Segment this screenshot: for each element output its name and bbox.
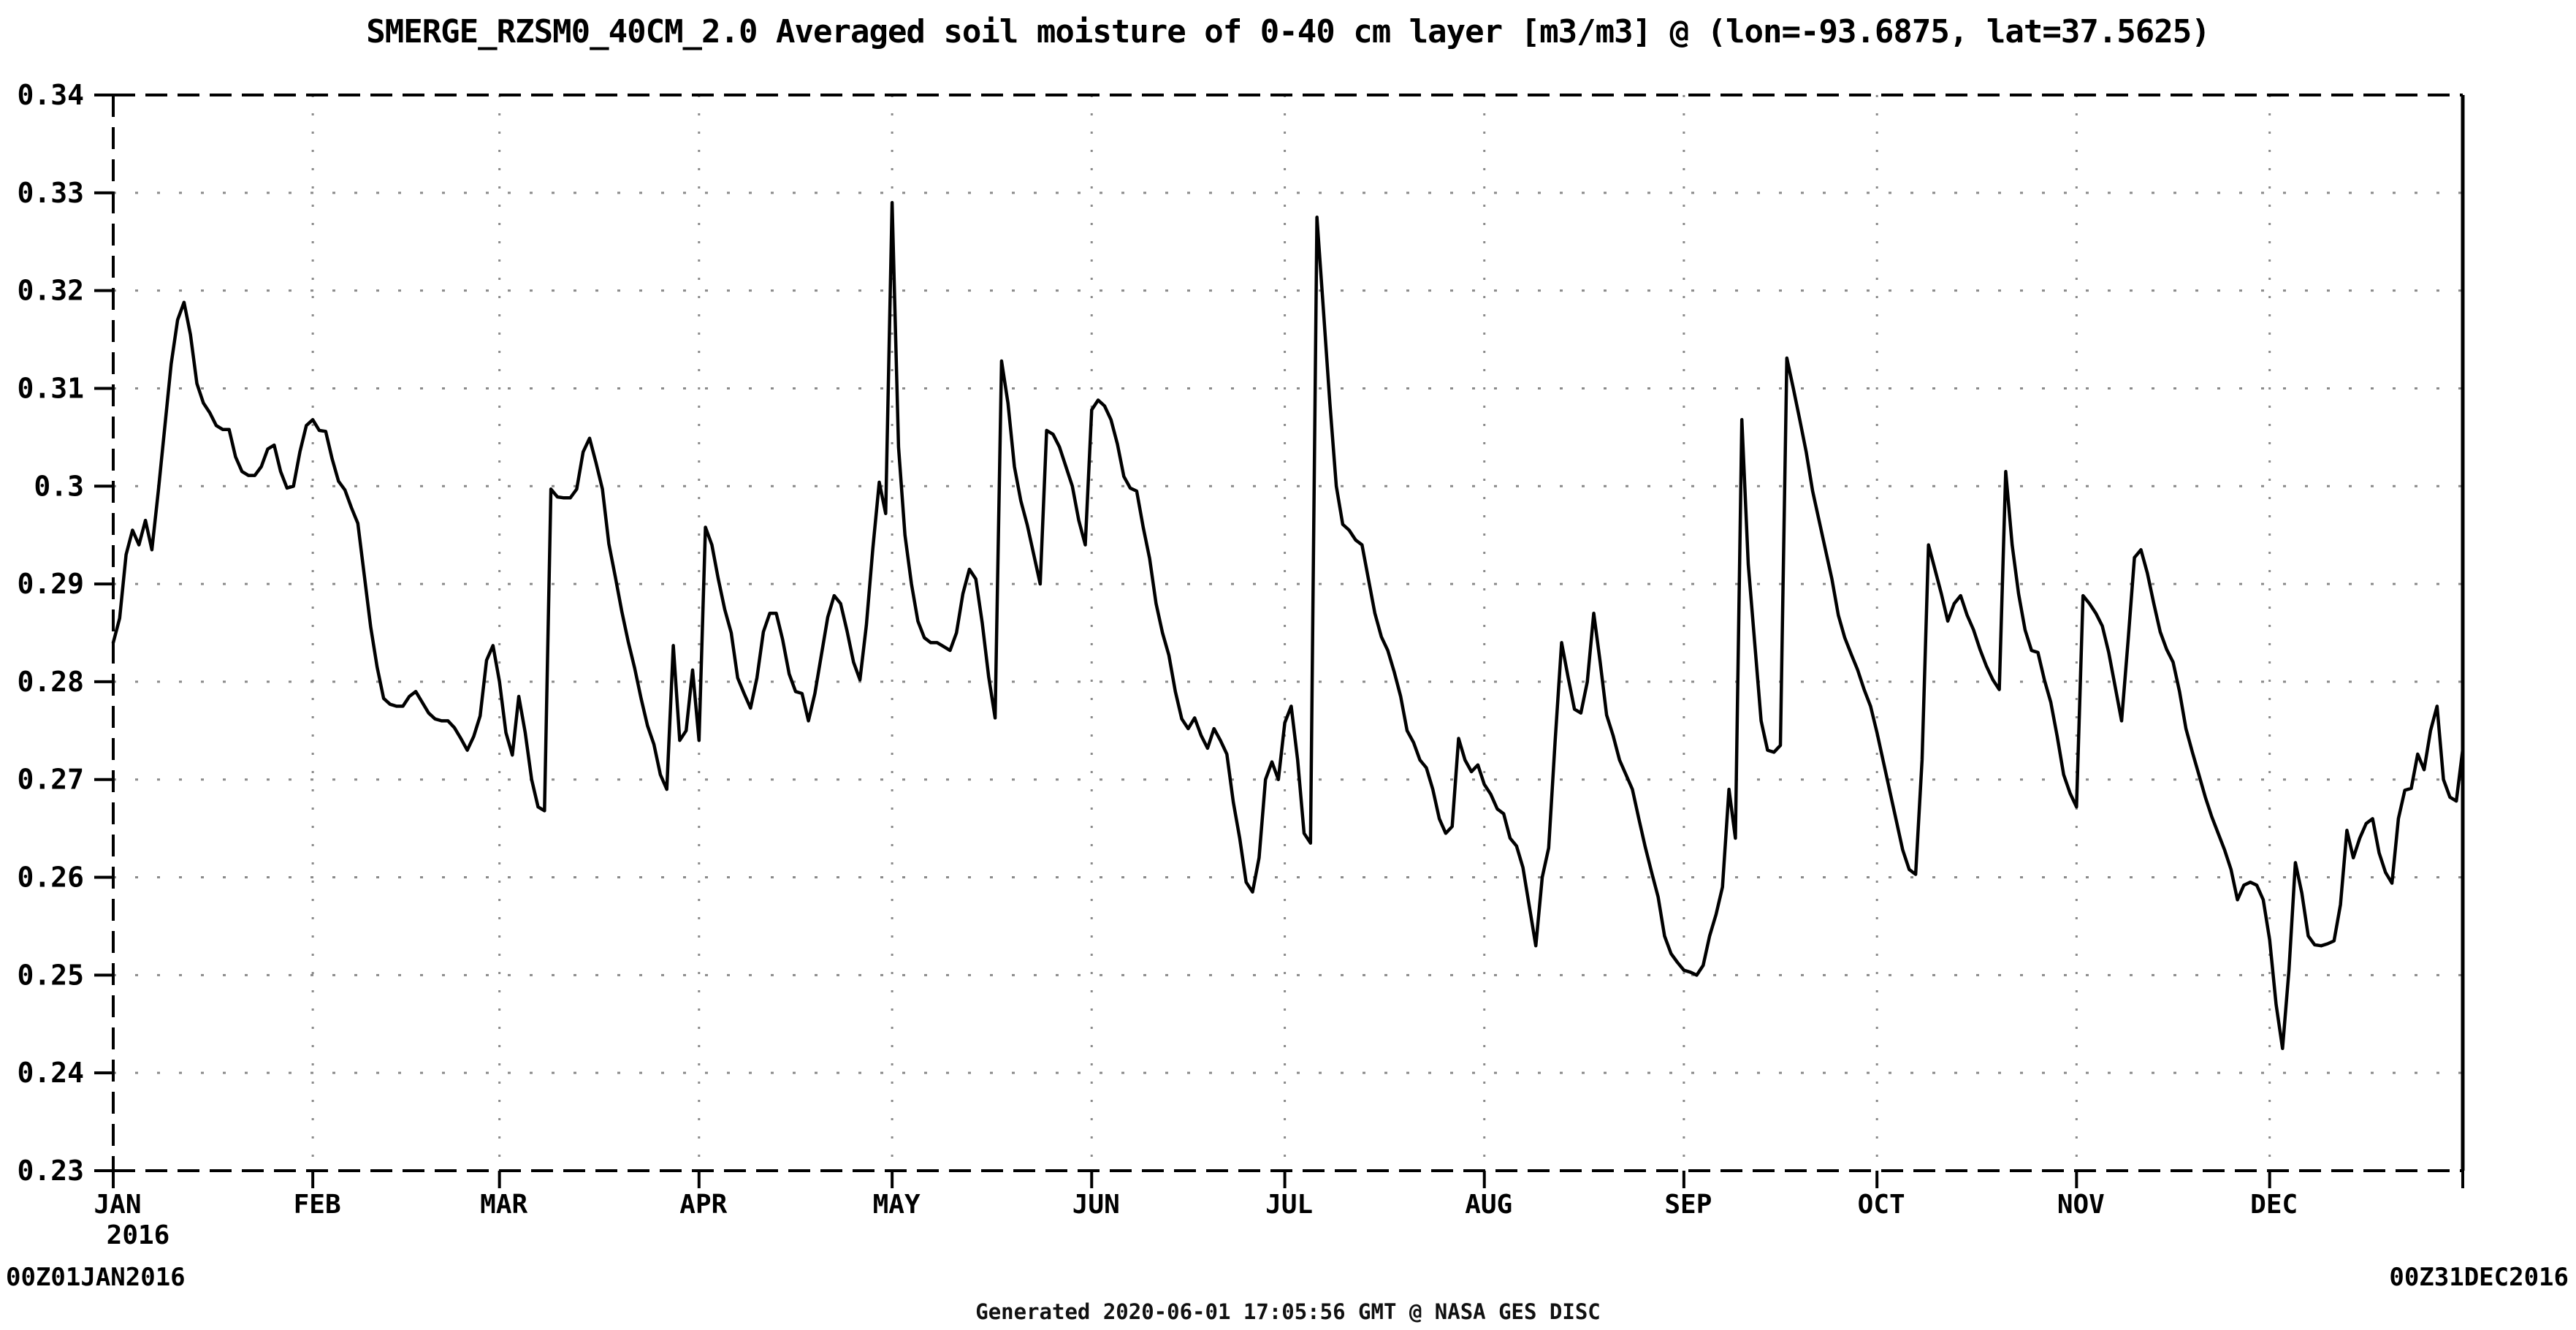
y-tick-label: 0.24	[17, 1057, 84, 1089]
y-tick-label: 0.34	[17, 79, 84, 111]
y-tick-label: 0.25	[17, 959, 84, 991]
y-tick-label: 0.31	[17, 372, 84, 404]
footer-credit: Generated 2020-06-01 17:05:56 GMT @ NASA…	[975, 1299, 1601, 1324]
x-tick-label: JAN	[94, 1190, 141, 1220]
y-tick-label: 0.29	[17, 568, 84, 600]
x-tick-label: MAY	[873, 1190, 921, 1220]
y-tick-label: 0.27	[17, 764, 84, 796]
x-tick-label: NOV	[2057, 1190, 2105, 1220]
x-tick-label: APR	[679, 1190, 727, 1220]
year-label: 2016	[107, 1220, 170, 1250]
x-tick-label: FEB	[294, 1190, 341, 1220]
y-tick-label: 0.23	[17, 1155, 84, 1187]
y-tick-label: 0.3	[34, 470, 84, 502]
start-datetime-label: 00Z01JAN2016	[6, 1263, 186, 1292]
y-tick-label: 0.33	[17, 177, 84, 209]
x-tick-label: AUG	[1465, 1190, 1512, 1220]
x-tick-label: JUL	[1265, 1190, 1313, 1220]
x-tick-label: MAR	[480, 1190, 527, 1220]
x-tick-label: JUN	[1072, 1190, 1120, 1220]
end-datetime-label: 00Z31DEC2016	[2389, 1263, 2569, 1292]
soil-moisture-line	[111, 200, 2465, 1050]
x-tick-label: SEP	[1664, 1190, 1712, 1220]
x-tick-label: DEC	[2250, 1190, 2298, 1220]
y-tick-label: 0.32	[17, 275, 84, 307]
y-tick-label: 0.26	[17, 862, 84, 894]
chart-title: SMERGE_RZSM0_40CM_2.0 Averaged soil mois…	[366, 13, 2211, 50]
y-tick-label: 0.28	[17, 666, 84, 698]
x-tick-label: OCT	[1858, 1190, 1905, 1220]
